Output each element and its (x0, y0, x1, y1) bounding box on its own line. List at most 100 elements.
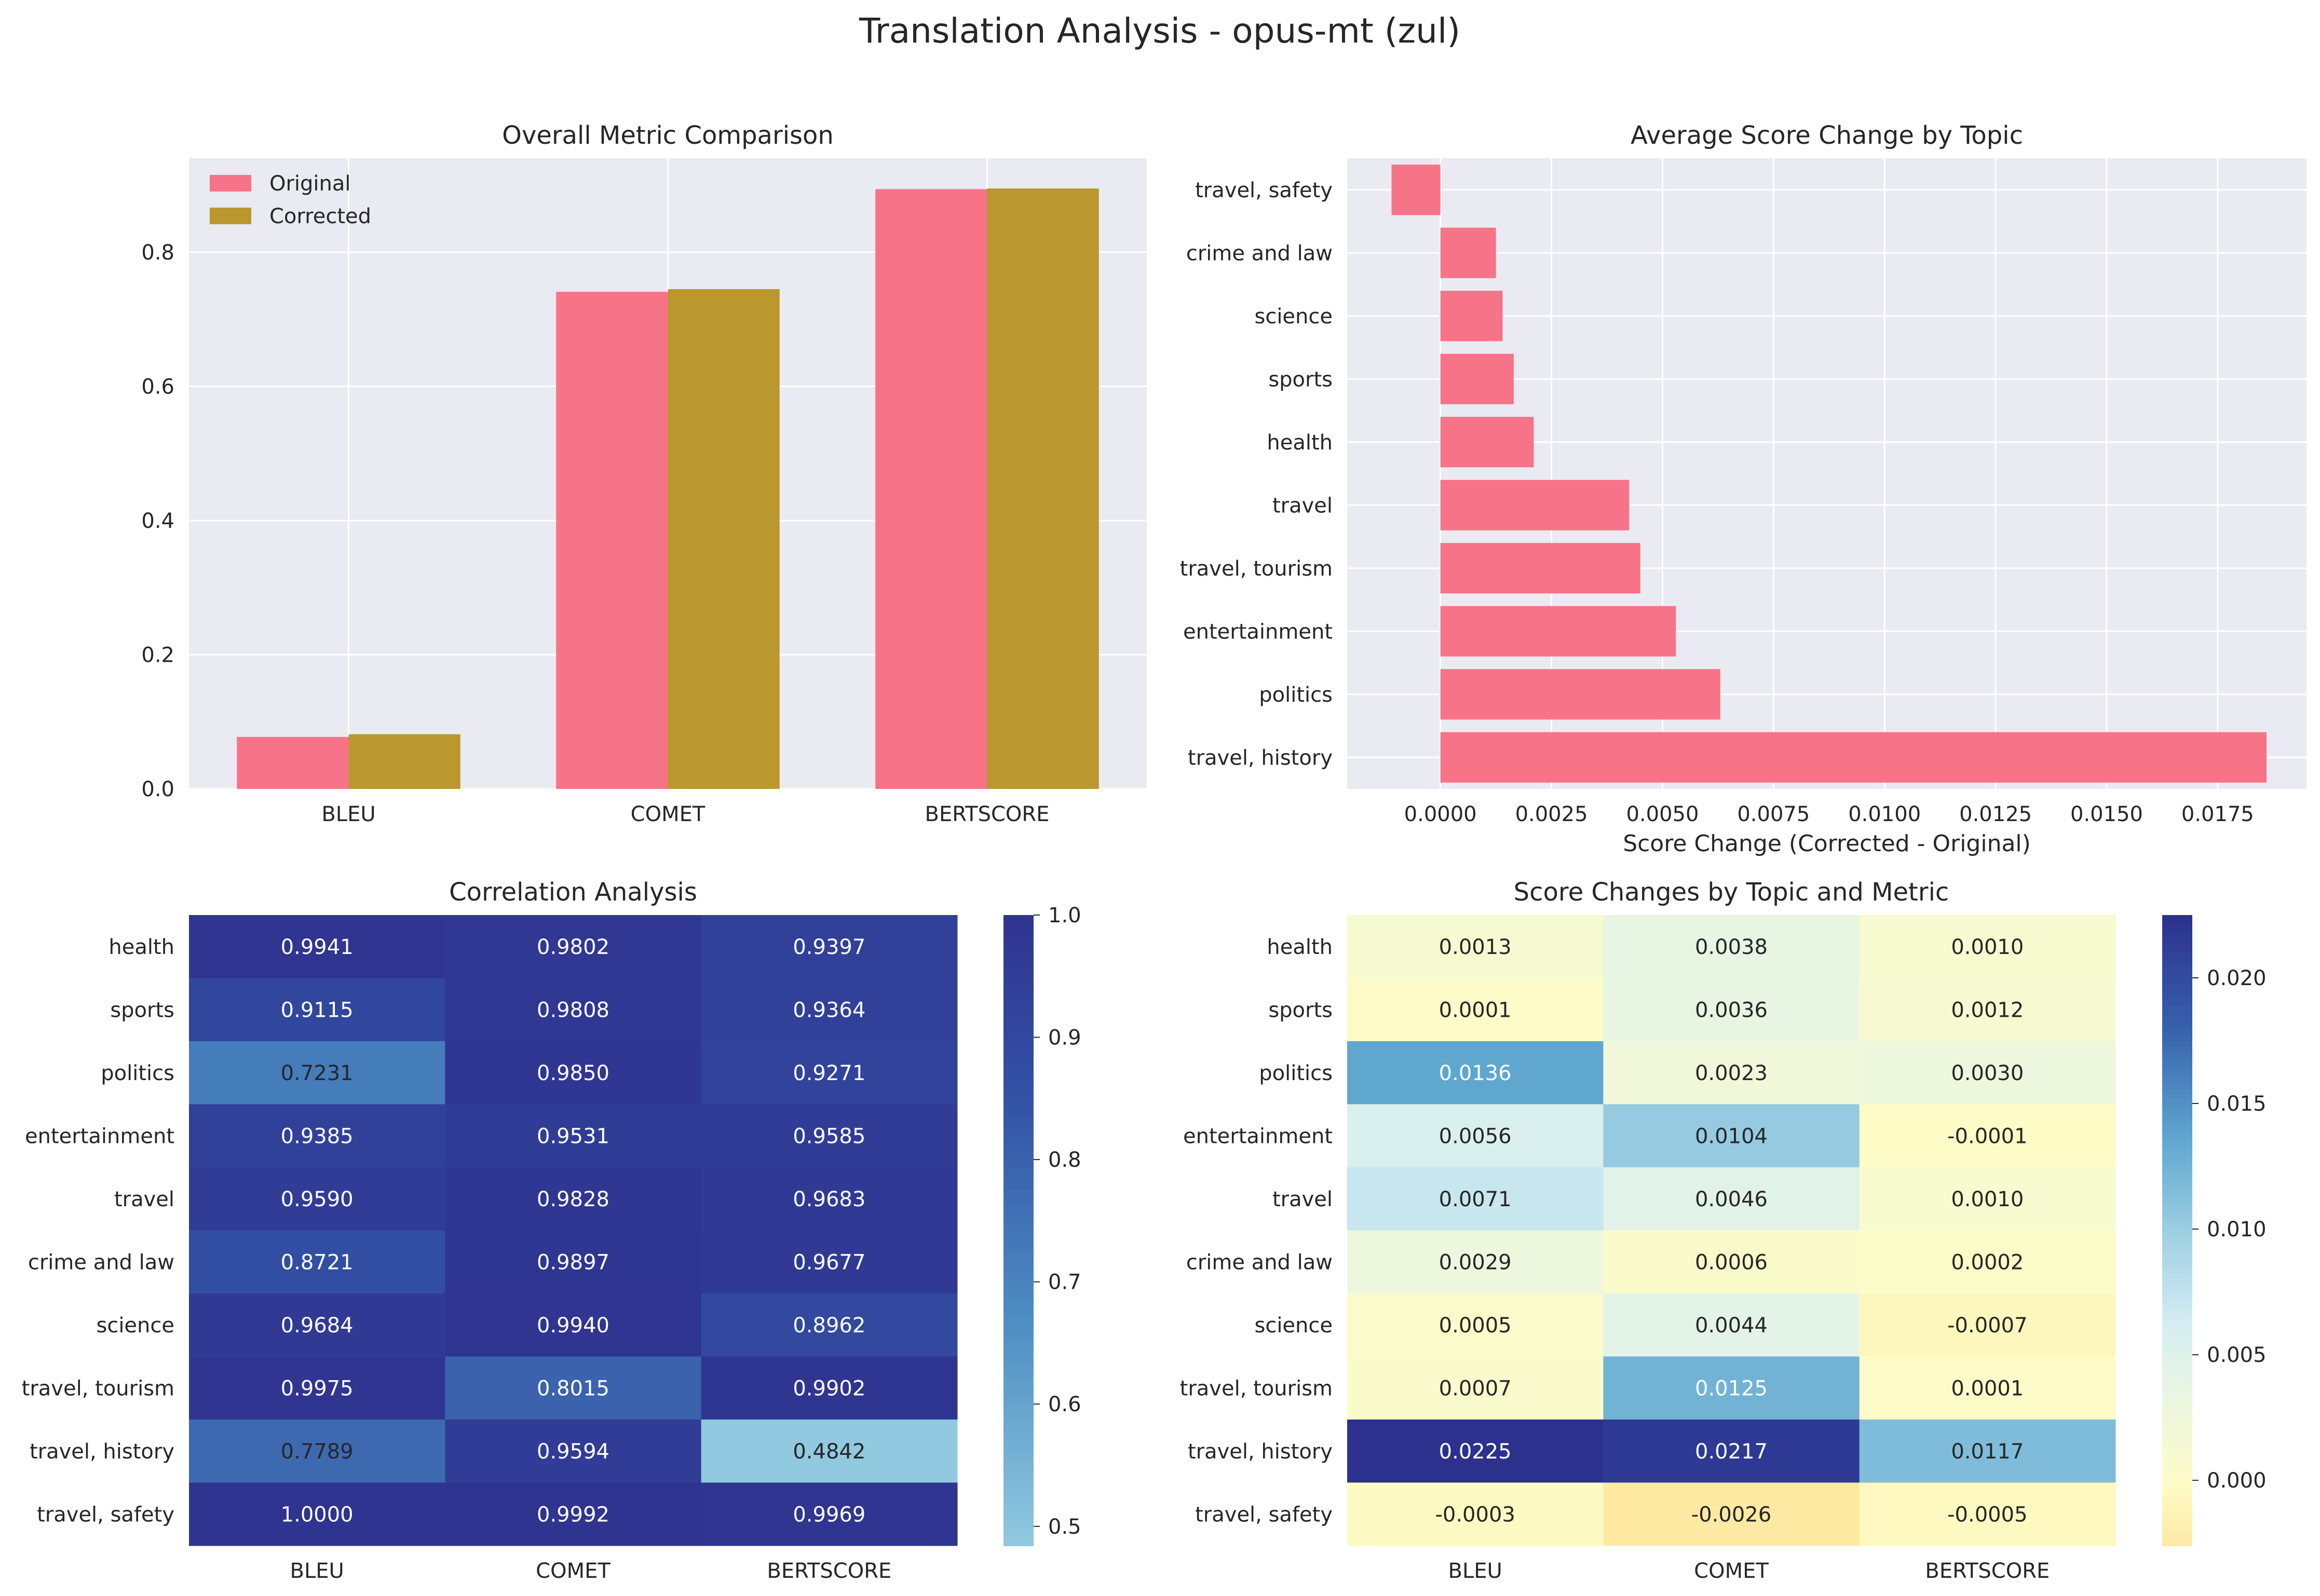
y-tick-label: travel, safety (1195, 179, 1333, 202)
y-tick-label: health (1267, 431, 1333, 455)
column-label: COMET (536, 1559, 610, 1583)
colorbar-segment (2162, 1099, 2192, 1105)
colorbar-segment (1003, 1482, 1034, 1489)
row-label: travel (114, 1188, 174, 1211)
colorbar-segment (1003, 1094, 1034, 1100)
row-label: entertainment (1183, 1124, 1333, 1148)
colorbar-segment (1003, 1493, 1034, 1499)
x-tick-label: 0.0050 (1626, 802, 1699, 826)
cell-value: 0.9969 (793, 1503, 865, 1526)
colorbar-segment (2162, 951, 2192, 958)
colorbar-segment (2162, 973, 2192, 979)
colorbar-segment (2162, 1240, 2192, 1247)
cell-value: -0.0001 (1947, 1124, 2027, 1148)
colorbar-segment (1003, 941, 1034, 947)
colorbar-segment (1003, 1072, 1034, 1079)
colorbar-segment (1003, 1046, 1034, 1053)
colorbar-segment (1003, 1451, 1034, 1457)
colorbar-segment (2162, 1035, 2192, 1042)
colorbar-segment (2162, 1361, 2192, 1368)
y-tick-label: 0.4 (141, 509, 174, 533)
heatmap-cell (445, 1041, 702, 1104)
colorbar-segment (1003, 1304, 1034, 1310)
colorbar-segment (1003, 1104, 1034, 1110)
heatmap-cell (1859, 1230, 2116, 1294)
cell-value: 0.0029 (1439, 1250, 1512, 1274)
legend-swatch (210, 208, 251, 224)
cell-value: 0.0005 (1439, 1314, 1512, 1338)
column-label: COMET (1694, 1559, 1769, 1583)
cell-value: 0.9594 (537, 1440, 609, 1464)
colorbar-segment (2162, 1277, 2192, 1284)
colorbar-segment (2162, 1451, 2192, 1457)
colorbar-segment (2162, 1015, 2192, 1021)
heatmap-cell (701, 1293, 958, 1357)
colorbar-segment (1003, 1467, 1034, 1473)
colorbar-segment (1003, 1257, 1034, 1263)
cell-value: 0.0010 (1951, 935, 2024, 959)
colorbar-segment (2162, 1267, 2192, 1273)
cell-value: 0.0056 (1439, 1124, 1512, 1148)
colorbar-segment (1003, 1240, 1034, 1247)
colorbar-segment (1003, 1172, 1034, 1179)
cell-value: 0.9385 (281, 1124, 354, 1148)
y-tick-label: science (1254, 305, 1333, 329)
colorbar-segment (2162, 1083, 2192, 1089)
bar-corrected (668, 289, 780, 789)
colorbar-segment (2162, 993, 2192, 1000)
colorbar-segment (1003, 1246, 1034, 1252)
y-tick-label: crime and law (1186, 241, 1333, 265)
colorbar-segment (2162, 1462, 2192, 1468)
colorbar-segment (2162, 946, 2192, 952)
heatmap-cell (1603, 1041, 1860, 1104)
row-label: sports (1268, 998, 1333, 1022)
heatmap-cell (1603, 1356, 1860, 1420)
colorbar-segment (2162, 1020, 2192, 1026)
heatmap-cell (701, 1356, 958, 1420)
colorbar-segment (2162, 1262, 2192, 1268)
cell-value: 0.9585 (793, 1124, 865, 1148)
heatmap-cell (1603, 915, 1860, 978)
colorbar-segment (2162, 1046, 2192, 1053)
colorbar-segment (2162, 1088, 2192, 1095)
colorbar-segment (2162, 1304, 2192, 1310)
cell-value: 0.4842 (793, 1440, 865, 1464)
colorbar-segment (2162, 1067, 2192, 1073)
colorbar-segment (2162, 1356, 2192, 1362)
colorbar-segment (1003, 1435, 1034, 1441)
heatmap-cell (445, 1293, 702, 1357)
cell-value: 0.9802 (537, 935, 609, 959)
cell-value: 0.0071 (1439, 1188, 1512, 1211)
cell-value: 0.0001 (1951, 1376, 2024, 1400)
colorbar-segment (2162, 1420, 2192, 1426)
colorbar-segment (1003, 1146, 1034, 1152)
colorbar-segment (2162, 1325, 2192, 1331)
legend-label: Original (269, 172, 351, 196)
row-label: travel, safety (37, 1503, 174, 1526)
cell-value: 0.9940 (537, 1314, 609, 1338)
x-tick-label: 0.0175 (2181, 802, 2254, 826)
colorbar-segment (1003, 1156, 1034, 1163)
legend-label: Corrected (269, 204, 371, 228)
heatmap-cell (189, 1041, 445, 1104)
colorbar-segment (1003, 1351, 1034, 1357)
colorbar-segment (1003, 1356, 1034, 1362)
heatmap-cell (445, 1230, 702, 1294)
colorbar-segment (2162, 1530, 2192, 1536)
colorbar-segment (1003, 1498, 1034, 1504)
cell-value: 0.9941 (281, 935, 354, 959)
row-label: politics (1259, 1061, 1333, 1085)
heatmap-cell (445, 915, 702, 978)
colorbar-segment (2162, 1346, 2192, 1352)
colorbar-segment (2162, 1445, 2192, 1452)
metric-comparison-panel: 0.0 0.2 0.4 0.6 0.8 BLEU COMET BERTSCORE Overall… (141, 121, 1147, 826)
heatmap-cell (445, 1104, 702, 1168)
topic-bar (1440, 732, 2267, 783)
colorbar-segment (1003, 1225, 1034, 1231)
heatmap-cell (1347, 1104, 1604, 1168)
colorbar-segment (1003, 1414, 1034, 1420)
colorbar-segment (1003, 1367, 1034, 1373)
cell-value: 0.9677 (793, 1250, 865, 1274)
heatmap-cell (1603, 1104, 1860, 1168)
colorbar-segment (2162, 1041, 2192, 1047)
